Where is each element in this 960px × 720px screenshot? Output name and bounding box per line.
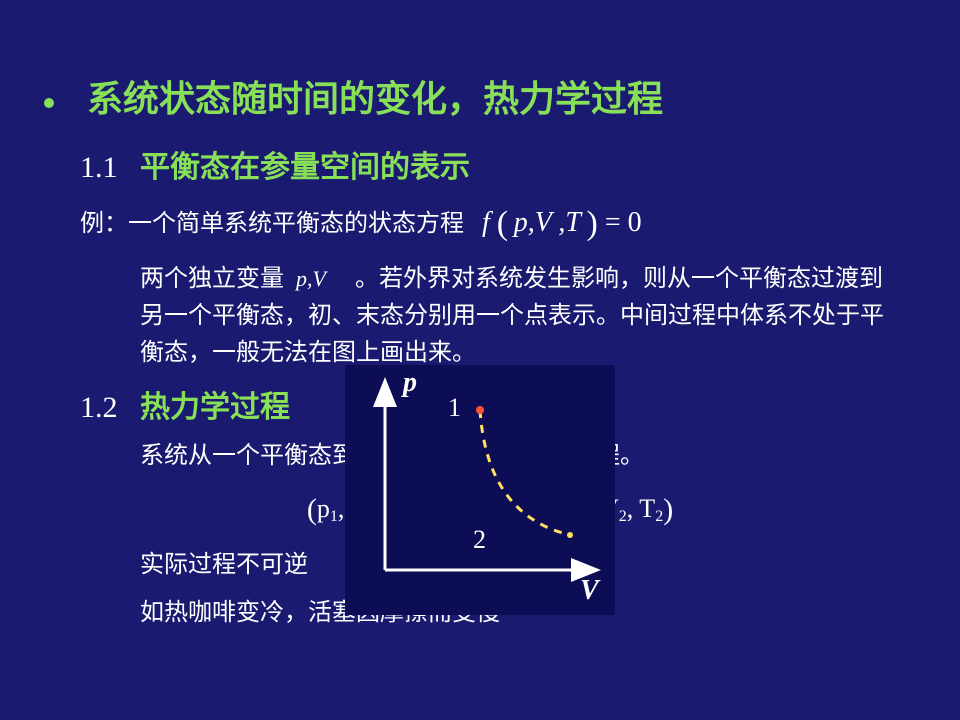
section-2-title: 热力学过程: [140, 391, 290, 424]
pv-diagram: p V 1 2: [345, 365, 615, 615]
pv-diagram-svg: [345, 365, 615, 615]
section-1-num: 1.1: [80, 151, 118, 184]
process-curve: [480, 410, 570, 535]
section-1-heading: 1.1 平衡态在参量空间的表示: [80, 142, 900, 186]
state-equation: f ( p,V ,T ) = 0: [482, 198, 642, 251]
slide-title: 系统状态随时间的变化，热力学过程: [80, 70, 900, 122]
section-1-title: 平衡态在参量空间的表示: [140, 151, 470, 184]
slide: 系统状态随时间的变化，热力学过程 1.1 平衡态在参量空间的表示 例：一个简单系…: [0, 0, 960, 720]
example-prefix: 例：一个简单系统平衡态的状态方程: [80, 211, 464, 237]
p-axis-label: p: [403, 367, 417, 399]
section-2-num: 1.2: [80, 391, 118, 424]
point-1-dot: [476, 406, 484, 414]
point-2-label: 2: [473, 525, 486, 555]
point-1-label: 1: [448, 393, 461, 423]
v-axis-label: V: [580, 575, 599, 607]
point-2-dot: [567, 532, 573, 538]
title-text: 系统状态随时间的变化，热力学过程: [87, 79, 663, 119]
example-line: 例：一个简单系统平衡态的状态方程 f ( p,V ,T ) = 0: [80, 198, 900, 251]
bullet-icon: [44, 98, 54, 108]
body-paragraph-1: 两个独立变量 p,V 。若外界对系统发生影响，则从一个平衡态过渡到另一个平衡态，…: [80, 261, 900, 373]
